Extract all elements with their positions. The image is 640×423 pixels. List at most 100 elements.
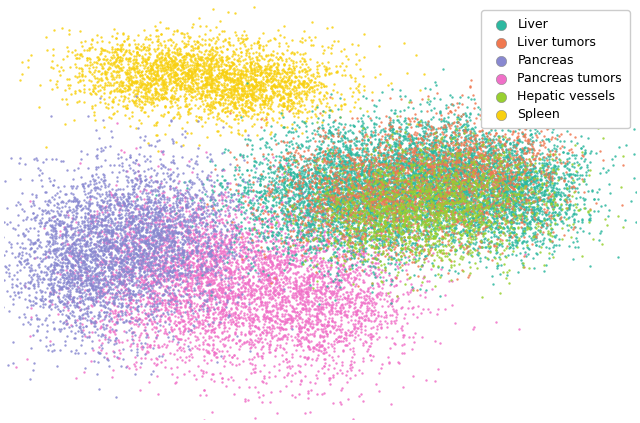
Pancreas tumors [204, 244, 214, 251]
Liver tumors [430, 218, 440, 225]
Pancreas [63, 257, 74, 264]
Liver [353, 202, 363, 209]
Pancreas [57, 232, 67, 239]
Pancreas [0, 262, 10, 269]
Liver [359, 179, 369, 186]
Liver tumors [321, 159, 332, 166]
Liver [266, 135, 276, 141]
Pancreas [151, 254, 161, 261]
Liver [497, 214, 507, 220]
Spleen [249, 82, 259, 89]
Liver [474, 139, 484, 146]
Spleen [183, 67, 193, 74]
Spleen [149, 46, 159, 52]
Liver tumors [378, 235, 388, 242]
Pancreas tumors [167, 217, 177, 224]
Liver tumors [326, 181, 337, 188]
Pancreas tumors [266, 308, 276, 314]
Spleen [205, 83, 216, 90]
Pancreas [157, 296, 167, 303]
Liver [392, 150, 402, 157]
Pancreas tumors [122, 300, 132, 307]
Liver [338, 194, 348, 201]
Liver [406, 132, 417, 138]
Liver tumors [417, 178, 427, 184]
Spleen [191, 116, 201, 123]
Pancreas [150, 226, 161, 233]
Liver tumors [383, 162, 394, 169]
Pancreas [231, 250, 241, 257]
Pancreas tumors [209, 257, 219, 264]
Pancreas tumors [204, 333, 214, 340]
Liver [335, 212, 345, 219]
Liver [467, 145, 477, 152]
Liver [365, 203, 375, 210]
Pancreas tumors [297, 333, 307, 340]
Pancreas tumors [202, 274, 212, 280]
Liver [531, 187, 541, 194]
Liver [419, 129, 429, 136]
Liver tumors [365, 115, 375, 122]
Liver [389, 211, 399, 218]
Liver [423, 121, 433, 128]
Liver tumors [364, 171, 374, 178]
Spleen [154, 36, 164, 42]
Liver tumors [385, 242, 396, 249]
Liver [491, 207, 501, 214]
Liver [481, 148, 491, 155]
Liver tumors [444, 154, 454, 161]
Liver tumors [400, 158, 410, 165]
Liver [426, 218, 436, 225]
Pancreas [95, 175, 106, 182]
Pancreas tumors [312, 284, 322, 291]
Spleen [136, 80, 146, 86]
Hepatic vessels [374, 168, 384, 175]
Liver [420, 194, 430, 201]
Liver [465, 182, 475, 189]
Liver [500, 197, 510, 204]
Liver [470, 169, 481, 176]
Pancreas tumors [242, 214, 252, 220]
Liver [300, 213, 310, 220]
Liver tumors [439, 195, 449, 201]
Pancreas [106, 128, 116, 135]
Liver [347, 247, 357, 254]
Hepatic vessels [417, 142, 428, 148]
Liver tumors [520, 77, 530, 84]
Liver [477, 155, 488, 162]
Liver [416, 176, 426, 183]
Liver [378, 177, 388, 184]
Hepatic vessels [405, 223, 415, 230]
Liver tumors [391, 135, 401, 142]
Liver [487, 188, 497, 195]
Hepatic vessels [496, 152, 506, 159]
Liver tumors [339, 232, 349, 239]
Liver [539, 157, 549, 163]
Pancreas tumors [374, 333, 384, 340]
Pancreas tumors [376, 237, 386, 244]
Liver [372, 170, 383, 176]
Spleen [308, 42, 319, 49]
Pancreas tumors [207, 266, 218, 272]
Pancreas tumors [180, 284, 190, 291]
Spleen [163, 109, 173, 115]
Spleen [97, 46, 108, 52]
Pancreas [156, 232, 166, 239]
Hepatic vessels [463, 149, 473, 156]
Liver [380, 152, 390, 159]
Hepatic vessels [407, 214, 417, 220]
Spleen [123, 69, 133, 76]
Pancreas tumors [294, 325, 304, 332]
Pancreas tumors [191, 266, 202, 273]
Pancreas tumors [248, 285, 259, 292]
Pancreas [69, 312, 79, 319]
Pancreas [136, 190, 147, 196]
Liver [301, 128, 311, 135]
Pancreas [201, 188, 211, 195]
Spleen [241, 68, 251, 74]
Liver [435, 186, 445, 192]
Liver tumors [512, 148, 522, 155]
Liver tumors [393, 203, 403, 210]
Spleen [282, 77, 292, 83]
Liver [406, 210, 417, 217]
